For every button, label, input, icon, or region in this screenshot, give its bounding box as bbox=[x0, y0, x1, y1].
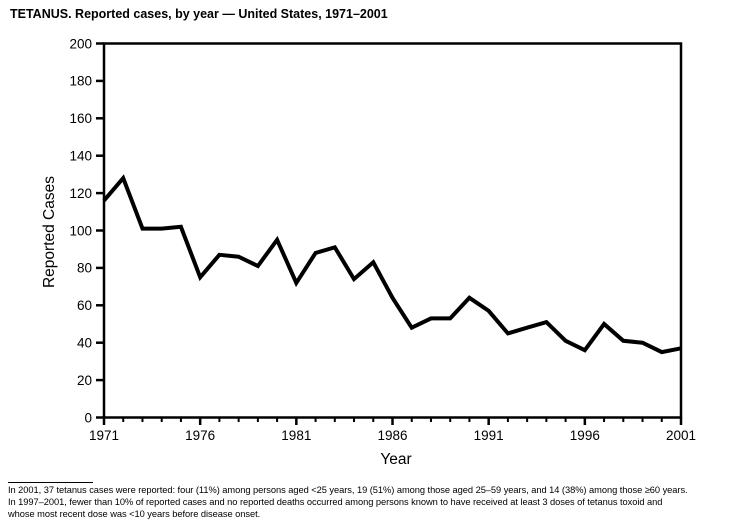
footnote-line: whose most recent dose was <10 years bef… bbox=[8, 508, 261, 519]
y-tick-label: 200 bbox=[69, 36, 92, 51]
y-tick-label: 100 bbox=[69, 223, 92, 238]
footnote-rule bbox=[8, 482, 93, 483]
x-tick-label: 1986 bbox=[377, 428, 407, 443]
x-tick-label: 2001 bbox=[666, 428, 696, 443]
y-axis-label: Reported Cases bbox=[41, 175, 58, 289]
chart-title: TETANUS. Reported cases, by year — Unite… bbox=[10, 7, 388, 21]
footnote-line: In 2001, 37 tetanus cases were reported:… bbox=[8, 485, 688, 495]
y-tick-label: 140 bbox=[69, 149, 92, 164]
y-tick-label: 160 bbox=[69, 111, 92, 126]
footnote-line: In 1997–2001, fewer than 10% of reported… bbox=[8, 496, 663, 507]
y-tick-label: 180 bbox=[69, 74, 92, 89]
y-tick-label: 40 bbox=[77, 336, 92, 351]
plot-border bbox=[102, 42, 683, 419]
y-tick-label: 60 bbox=[77, 298, 92, 313]
data-line-reported-cases bbox=[102, 174, 682, 355]
x-axis-label: Year bbox=[380, 451, 412, 468]
x-tick-label: 1991 bbox=[474, 428, 504, 443]
y-tick-label: 0 bbox=[84, 410, 92, 425]
footnote: In 2001, 37 tetanus cases were reported:… bbox=[8, 485, 688, 521]
x-tick-label: 1976 bbox=[185, 428, 215, 443]
y-tick-label: 80 bbox=[77, 261, 92, 276]
x-tick-label: 1996 bbox=[570, 428, 600, 443]
x-tick-label: 1981 bbox=[281, 428, 311, 443]
x-tick-label: 1971 bbox=[89, 428, 119, 443]
y-tick-label: 20 bbox=[77, 373, 92, 388]
y-tick-label: 120 bbox=[69, 186, 92, 201]
